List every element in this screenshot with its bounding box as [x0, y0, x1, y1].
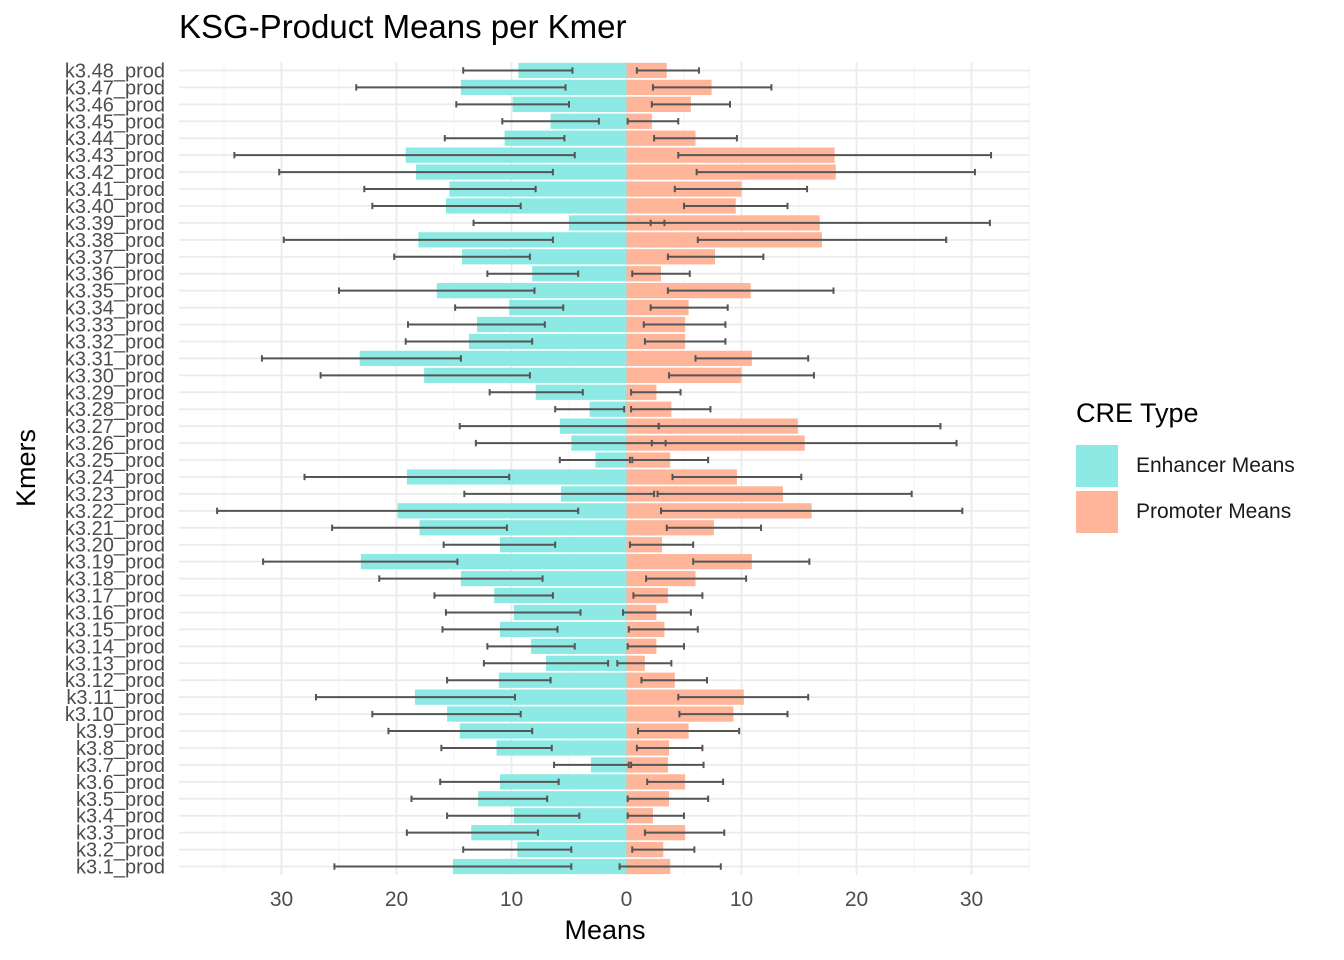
bar-enhancer [494, 587, 627, 604]
y-tick-label: k3.33_prod [65, 315, 165, 337]
x-tick-label: 30 [270, 888, 293, 911]
y-tick-label: k3.2_prod [76, 840, 165, 862]
y-tick-label: k3.34_prod [65, 298, 165, 320]
x-tick-label: 20 [845, 888, 868, 911]
bar-enhancer [449, 181, 627, 197]
legend-item-enhancer: Enhancer Means [1076, 445, 1295, 487]
bar-enhancer [500, 774, 627, 790]
x-tick-label: 10 [500, 888, 523, 911]
bar-promoter [626, 554, 752, 570]
y-tick-label: k3.7_prod [76, 755, 165, 777]
x-tick-label: 0 [621, 888, 633, 911]
legend-item-promoter: Promoter Means [1076, 491, 1291, 533]
y-tick-label: k3.15_prod [65, 619, 165, 641]
bar-enhancer [447, 706, 627, 722]
error-bars [216, 67, 993, 870]
bar-enhancer [468, 333, 627, 350]
bar-enhancer [360, 554, 627, 570]
bar-enhancer [532, 266, 627, 282]
bar-enhancer [359, 350, 627, 367]
y-tick-label: k3.4_prod [76, 806, 165, 828]
y-tick-label: k3.17_prod [65, 586, 165, 608]
bar-enhancer [500, 621, 627, 638]
y-tick-label: k3.25_prod [65, 450, 165, 472]
bar-enhancer [459, 723, 627, 739]
y-tick-label: k3.19_prod [65, 552, 165, 574]
x-axis-title: Means [564, 915, 645, 945]
bar-enhancer [477, 316, 627, 333]
y-tick-label: k3.39_prod [65, 213, 165, 235]
y-tick-labels: k3.1_prodk3.2_prodk3.3_prodk3.4_prodk3.5… [65, 60, 165, 878]
y-tick-label: k3.30_prod [65, 365, 165, 387]
y-tick-label: k3.10_prod [65, 704, 165, 726]
bar-enhancer [496, 740, 627, 756]
y-tick-label: k3.45_prod [65, 111, 165, 133]
legend-title: CRE Type [1076, 398, 1199, 428]
bar-enhancer [460, 570, 627, 587]
bar-enhancer [471, 825, 627, 841]
bars [359, 62, 836, 875]
y-tick-label: k3.22_prod [65, 501, 165, 523]
y-tick-label: k3.38_prod [65, 230, 165, 252]
y-tick-label: k3.23_prod [65, 484, 165, 506]
y-tick-label: k3.28_prod [65, 399, 165, 421]
y-tick-label: k3.5_prod [76, 789, 165, 811]
y-tick-label: k3.3_prod [76, 823, 165, 845]
y-tick-label: k3.37_prod [65, 247, 165, 269]
y-tick-label: k3.14_prod [65, 636, 165, 658]
y-tick-label: k3.11_prod [66, 687, 165, 709]
chart-title: KSG-Product Means per Kmer [179, 8, 627, 45]
legend-key-promoter [1076, 491, 1118, 533]
bar-enhancer [500, 537, 627, 553]
y-tick-label: k3.44_prod [65, 128, 165, 150]
y-tick-label: k3.13_prod [65, 653, 165, 675]
bar-enhancer [478, 791, 627, 807]
y-tick-label: k3.35_prod [65, 281, 165, 303]
y-tick-label: k3.43_prod [65, 145, 165, 167]
bar-promoter [626, 350, 752, 367]
y-tick-label: k3.9_prod [76, 721, 165, 743]
y-tick-label: k3.46_prod [65, 94, 165, 116]
bar-enhancer [406, 469, 627, 485]
bar-enhancer [509, 299, 627, 316]
bar-enhancer [419, 520, 627, 536]
y-tick-label: k3.26_prod [65, 433, 165, 455]
bar-enhancer [462, 249, 627, 265]
y-tick-label: k3.21_prod [65, 518, 165, 540]
y-tick-label: k3.29_prod [65, 382, 165, 404]
x-tick-label: 20 [385, 888, 408, 911]
x-tick-labels: 30 20 10 0 10 20 30 [270, 888, 983, 911]
y-tick-label: k3.27_prod [65, 416, 165, 438]
y-tick-label: k3.36_prod [65, 264, 165, 286]
y-tick-label: k3.24_prod [65, 467, 165, 489]
legend-key-enhancer [1076, 445, 1118, 487]
y-tick-label: k3.32_prod [65, 331, 165, 353]
bar-promoter [626, 198, 736, 214]
y-tick-label: k3.20_prod [65, 535, 165, 557]
bar-enhancer [531, 638, 627, 654]
y-tick-label: k3.40_prod [65, 196, 165, 218]
y-tick-label: k3.12_prod [65, 670, 165, 692]
y-tick-label: k3.1_prod [76, 857, 165, 879]
y-tick-label: k3.48_prod [65, 60, 165, 82]
x-tick-label: 30 [960, 888, 983, 911]
y-tick-label: k3.31_prod [65, 348, 165, 370]
y-tick-label: k3.16_prod [65, 602, 165, 624]
x-tick-label: 10 [730, 888, 753, 911]
y-axis-title: Kmers [11, 429, 41, 507]
legend-label-enhancer: Enhancer Means [1136, 454, 1295, 477]
y-tick-label: k3.8_prod [76, 738, 165, 760]
y-tick-label: k3.47_prod [65, 77, 165, 99]
y-tick-label: k3.41_prod [65, 179, 165, 201]
y-tick-label: k3.6_prod [76, 772, 165, 794]
y-tick-label: k3.18_prod [65, 569, 165, 591]
bar-enhancer [445, 198, 627, 214]
bar-enhancer [498, 672, 627, 688]
bar-enhancer [504, 130, 627, 146]
bar-enhancer [414, 689, 627, 705]
legend-label-promoter: Promoter Means [1136, 500, 1292, 523]
y-tick-label: k3.42_prod [65, 162, 165, 184]
